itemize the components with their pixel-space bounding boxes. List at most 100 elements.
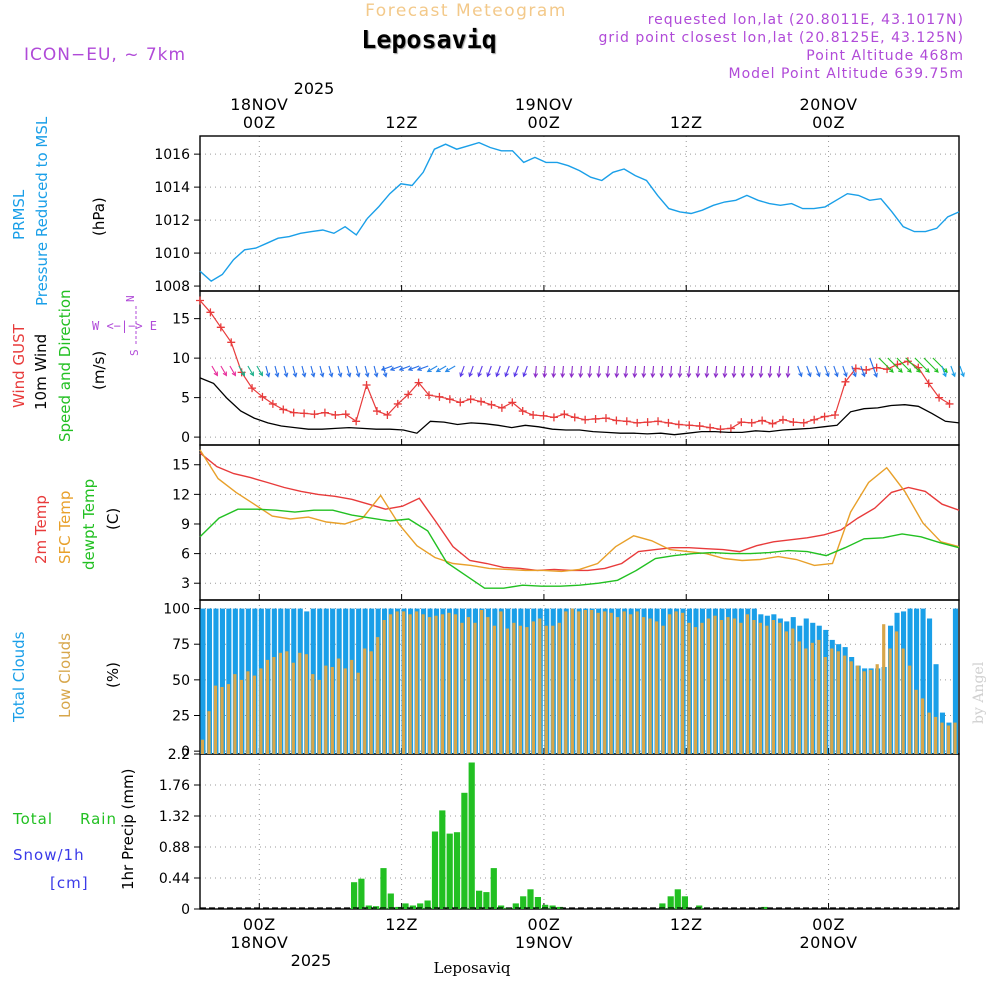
bottom-time-label: 00Z xyxy=(812,915,845,934)
panels: 1008 1010 1012 1014 1016 0 5 10 15 3 6 9 12 15 0 25 50 75… xyxy=(154,135,965,918)
low-clouds-bar xyxy=(921,698,925,754)
bottom-time-label: 00Z xyxy=(243,915,276,934)
wind-direction-arrow xyxy=(950,365,956,378)
low-clouds-bar xyxy=(823,657,827,754)
low-clouds-bar xyxy=(544,625,548,754)
wind-direction-arrow xyxy=(551,365,557,379)
gust-point xyxy=(695,422,704,431)
gust-point xyxy=(279,405,288,414)
gust-point xyxy=(758,416,767,425)
wind-labels: Wind GUST 10m Wind Speed and Direction (… xyxy=(10,289,157,442)
gust-point xyxy=(768,419,777,428)
rain-bar xyxy=(542,904,549,909)
low-clouds-bar xyxy=(655,621,659,754)
bottom-time-label: 12Z xyxy=(385,915,418,934)
low-clouds-bar xyxy=(395,611,399,754)
wind-direction-arrow xyxy=(686,365,692,379)
low-clouds-bar xyxy=(635,611,639,754)
low-clouds-bar xyxy=(389,614,393,754)
low-clouds-bar xyxy=(927,712,931,754)
ytick-label-wind: 0 xyxy=(181,430,190,446)
gust-point xyxy=(831,410,840,419)
rain-bar xyxy=(674,889,681,909)
rain-bar xyxy=(358,878,365,909)
wind-direction-arrow xyxy=(776,365,782,379)
wind-direction-arrow xyxy=(824,365,830,378)
ytick-label-pressure: 1012 xyxy=(154,213,190,229)
low-clouds-bar xyxy=(946,725,951,754)
low-clouds-bar xyxy=(291,662,295,754)
low-clouds-bar xyxy=(609,612,613,754)
low-clouds-bar xyxy=(875,664,879,754)
wind-direction-arrow xyxy=(632,365,638,379)
gust-point xyxy=(529,410,538,419)
pressure-desc-label: Pressure Reduced to MSL xyxy=(33,116,51,306)
wind-direction-arrow xyxy=(373,365,379,378)
rain-bar xyxy=(446,833,453,909)
ytick-label-clouds: 0 xyxy=(181,744,190,760)
wind-direction-arrow xyxy=(238,365,245,377)
low-clouds-bar xyxy=(350,659,354,754)
gust-point xyxy=(383,410,392,419)
gust-point xyxy=(456,398,465,407)
gust-point xyxy=(924,379,933,388)
wind-direction-arrow xyxy=(641,365,647,379)
wind-direction-arrow xyxy=(407,365,420,371)
gust-point xyxy=(633,418,642,427)
low-clouds-bar xyxy=(330,667,334,754)
wind-direction-arrow xyxy=(486,365,492,378)
ytick-label-clouds: 50 xyxy=(172,673,190,689)
gust-label: Wind GUST xyxy=(10,323,28,408)
product-title: Forecast Meteogram xyxy=(365,1,567,21)
model-altitude: Model Point Altitude 639.75m xyxy=(729,66,964,82)
wind-direction-arrow xyxy=(914,357,930,373)
ytick-label-temp: 9 xyxy=(181,517,190,533)
low-clouds-bar xyxy=(298,652,302,754)
precip-unit: 1hr Precip (mm) xyxy=(119,769,137,890)
wind-direction-arrow xyxy=(495,365,501,378)
gust-point xyxy=(820,412,829,421)
total-clouds-label: Total Clouds xyxy=(10,631,28,723)
temp-labels: 2m Temp SFC Temp dewpt Temp (C) xyxy=(32,479,122,570)
low-clouds-bar xyxy=(272,657,276,754)
wind-direction-arrow xyxy=(283,365,289,378)
rain-bar xyxy=(453,832,461,909)
low-clouds-bar xyxy=(687,622,691,754)
rain-bar xyxy=(659,903,666,909)
low-clouds-bar xyxy=(739,622,743,754)
low-clouds-bar xyxy=(369,651,373,754)
wind-direction-arrow xyxy=(878,357,894,373)
gust-point xyxy=(216,323,225,332)
grid-point-coords: grid point closest lon,lat (20.8125E, 43… xyxy=(598,30,964,46)
wind-direction-arrow xyxy=(659,365,665,379)
rain-bar xyxy=(409,905,416,909)
frame-precip xyxy=(199,753,960,910)
wind-direction-arrow xyxy=(533,365,539,379)
low-clouds-bar xyxy=(784,631,788,754)
low-clouds-bar xyxy=(265,659,269,754)
location-title: Leposaviq xyxy=(361,25,496,54)
wind-direction-arrow xyxy=(614,365,620,379)
wind-direction-arrow xyxy=(806,365,812,378)
credit: by Angel xyxy=(971,661,987,724)
ytick-label-precip: 1.76 xyxy=(159,778,190,794)
low-clouds-bar xyxy=(869,669,873,754)
low-clouds-bar xyxy=(466,617,471,754)
wind-direction-arrow xyxy=(704,365,710,379)
low-clouds-bar xyxy=(752,620,756,754)
sfc-label: SFC Temp xyxy=(56,491,74,564)
wind-direction-arrow xyxy=(932,357,948,373)
rain-label-b: Rain xyxy=(80,810,117,828)
low-clouds-bar xyxy=(538,618,542,754)
wind-direction-arrow xyxy=(355,365,361,378)
top-time-label: 20NOV xyxy=(800,95,858,114)
low-clouds-bar xyxy=(259,668,263,754)
low-clouds-bar xyxy=(518,625,522,754)
low-clouds-bar xyxy=(278,652,282,754)
wind-direction-arrow xyxy=(650,365,656,379)
wind-direction-arrow xyxy=(695,365,701,379)
gust-point xyxy=(945,399,954,408)
t2m-label: 2m Temp xyxy=(32,495,50,564)
wind-direction-arrow xyxy=(522,365,528,378)
wind-direction-arrow xyxy=(211,365,218,377)
